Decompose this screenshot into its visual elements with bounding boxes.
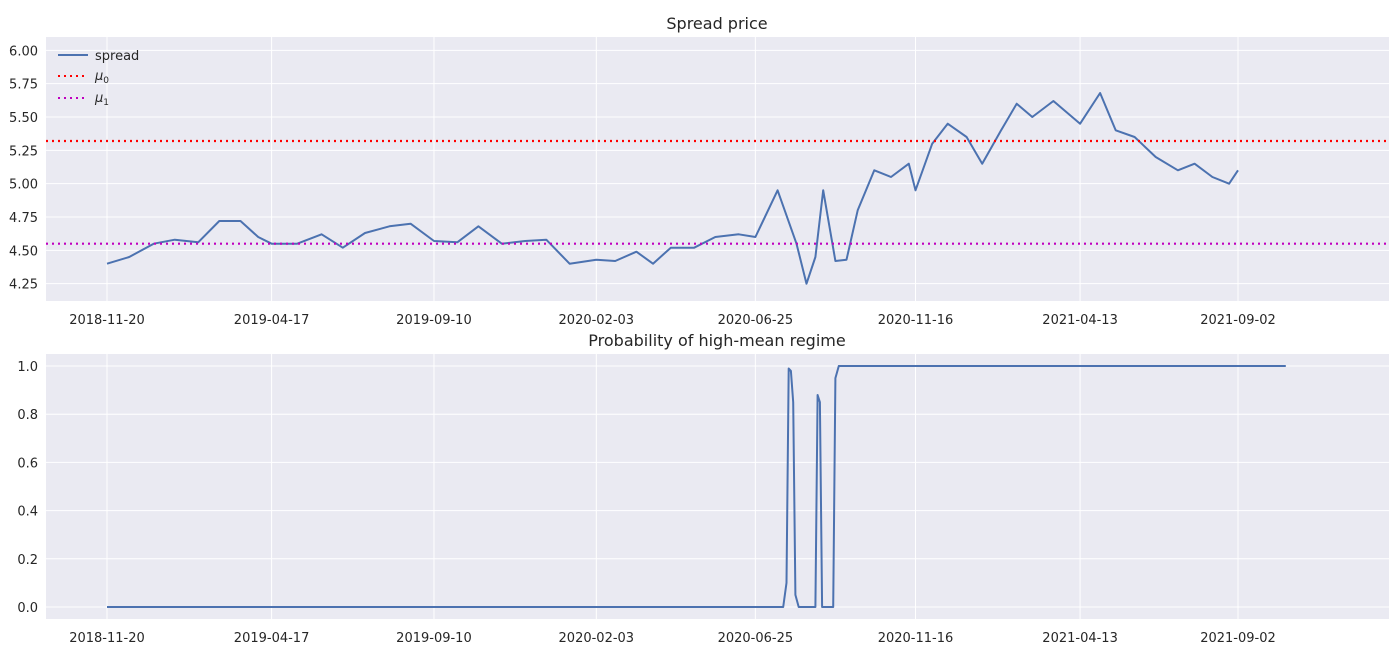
y-tick-label: 5.50 — [9, 111, 38, 126]
y-tick-label: 0.2 — [17, 553, 38, 568]
x-tick-label: 2019-09-10 — [396, 631, 472, 646]
y-tick-label: 0.4 — [17, 505, 38, 520]
x-tick-label: 2019-04-17 — [234, 313, 310, 328]
x-tick-label: 2021-09-02 — [1200, 631, 1276, 646]
y-tick-label: 4.50 — [9, 244, 38, 259]
spread-price-panel: 4.25 4.50 4.75 5.00 5.25 5.50 5.75 6.00 2018-11… — [9, 14, 1389, 328]
spread-price-y-ticks: 4.25 4.50 4.75 5.00 5.25 5.50 5.75 6.00 — [9, 44, 38, 292]
y-tick-label: 0.6 — [17, 456, 38, 471]
y-tick-label: 4.25 — [9, 278, 38, 293]
series-line-spread — [106, 92, 1239, 285]
probability-x-ticks: 2018-11-20 2019-04-17 2019-09-10 2020-02-03… — [69, 631, 1276, 646]
y-tick-label: 5.00 — [9, 178, 38, 193]
spread-price-title: Spread price — [666, 14, 767, 33]
legend-label-spread: spread — [95, 49, 139, 64]
x-tick-label: 2018-11-20 — [69, 631, 145, 646]
y-tick-label: 5.25 — [9, 144, 38, 159]
x-tick-label: 2020-02-03 — [559, 631, 635, 646]
spread-price-grid — [46, 37, 1389, 301]
legend-label-mu0: μ0 — [94, 69, 109, 86]
x-tick-label: 2020-06-25 — [718, 313, 794, 328]
spread-price-series — [46, 92, 1389, 285]
probability-series — [107, 365, 1286, 608]
y-tick-label: 0.0 — [17, 601, 38, 616]
legend-label-mu1: μ1 — [94, 91, 109, 108]
x-tick-label: 2021-09-02 — [1200, 313, 1276, 328]
x-tick-label: 2019-09-10 — [396, 313, 472, 328]
series-line-series0 — [107, 365, 1286, 608]
probability-y-ticks: 0.0 0.2 0.4 0.6 0.8 1.0 — [17, 360, 38, 616]
x-tick-label: 2018-11-20 — [69, 313, 145, 328]
y-tick-label: 1.0 — [17, 360, 38, 375]
y-tick-label: 5.75 — [9, 78, 38, 93]
y-tick-label: 6.00 — [9, 44, 38, 59]
x-tick-label: 2020-11-16 — [878, 313, 954, 328]
y-tick-label: 0.8 — [17, 408, 38, 423]
probability-plot-area — [46, 354, 1389, 619]
x-tick-label: 2019-04-17 — [234, 631, 310, 646]
y-tick-label: 4.75 — [9, 211, 38, 226]
x-tick-label: 2021-04-13 — [1042, 313, 1118, 328]
spread-price-plot-area — [46, 37, 1389, 301]
spread-price-legend: spread μ0 μ1 — [58, 49, 139, 108]
probability-panel: 0.00.20.40.60.81.0 2018-11-20 2019-04-17 2… — [17, 331, 1389, 646]
x-tick-label: 2021-04-13 — [1042, 631, 1118, 646]
spread-price-x-ticks: 2018-11-20 2019-04-17 2019-09-10 2020-02-03… — [69, 313, 1276, 328]
probability-title: Probability of high-mean regime — [588, 331, 845, 350]
x-tick-label: 2020-11-16 — [878, 631, 954, 646]
x-tick-label: 2020-06-25 — [718, 631, 794, 646]
x-tick-label: 2020-02-03 — [559, 313, 635, 328]
